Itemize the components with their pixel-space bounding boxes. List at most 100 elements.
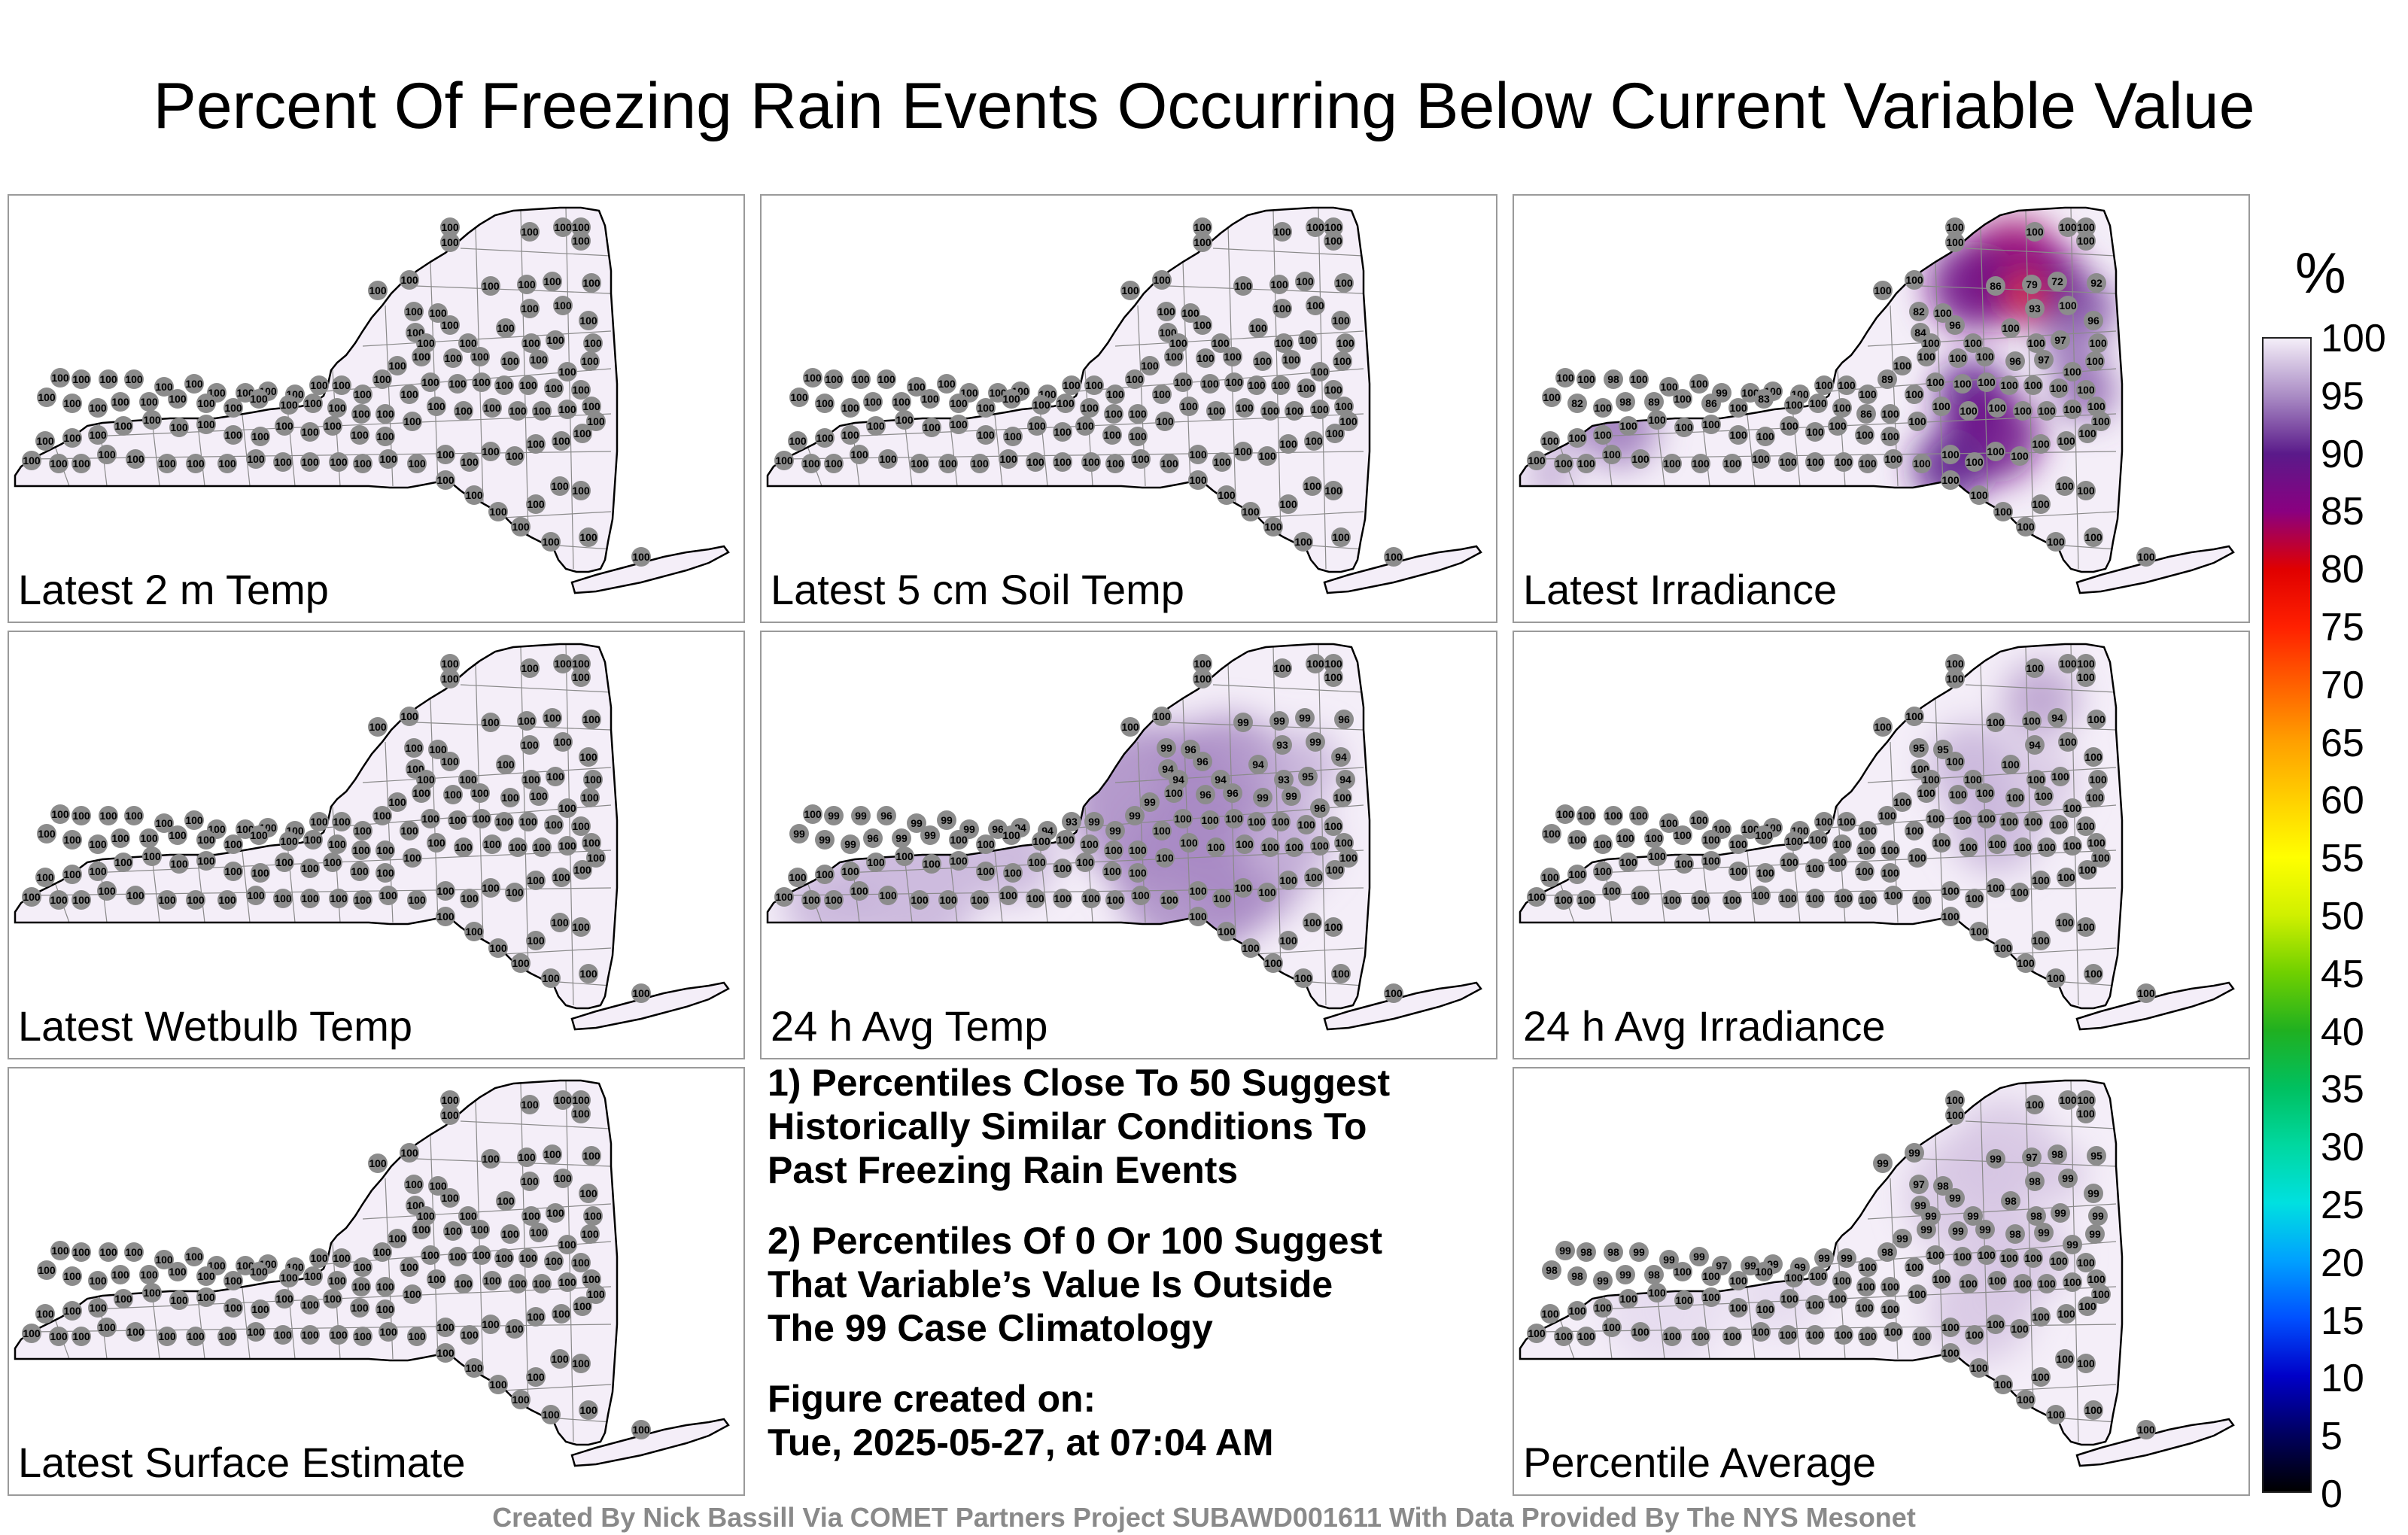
station-value: 100	[352, 408, 370, 420]
station-marker: 100	[251, 1299, 270, 1319]
station-value: 100	[2078, 1300, 2096, 1312]
station-value: 100	[850, 448, 868, 460]
station-marker: 100	[1102, 862, 1122, 881]
station-marker: 100	[2091, 412, 2111, 431]
station-marker: 100	[815, 428, 835, 448]
station-marker: 100	[2084, 747, 2103, 767]
station-value: 100	[1946, 236, 1964, 248]
station-marker: 100	[142, 1283, 162, 1302]
station-marker: 100	[1805, 1295, 1825, 1315]
long-island-outline	[570, 545, 730, 594]
station-marker: 100	[1805, 859, 1825, 878]
station-value: 100	[72, 1246, 90, 1258]
station-marker: 100	[579, 1400, 598, 1420]
station-marker: 100	[518, 375, 538, 395]
station-value: 100	[247, 1326, 265, 1338]
station-value: 100	[2077, 820, 2095, 832]
station-value: 100	[465, 1362, 483, 1374]
station-marker: 100	[223, 862, 243, 881]
station-value: 100	[1207, 841, 1225, 853]
station-value: 100	[530, 1226, 548, 1239]
station-value: 100	[1121, 284, 1139, 296]
station-marker: 100	[460, 452, 479, 472]
station-value: 98	[1937, 1180, 1949, 1192]
station-marker: 100	[440, 315, 460, 335]
station-value: 96	[1949, 319, 1961, 331]
station-marker: 100	[184, 374, 204, 394]
station-marker: 100	[1193, 233, 1212, 252]
station-value: 100	[551, 1353, 569, 1365]
station-marker: 100	[518, 1248, 538, 1268]
station-value: 100	[572, 671, 590, 683]
station-value: 100	[1859, 894, 1877, 906]
station-marker: 100	[2085, 351, 2105, 371]
station-value: 100	[1132, 889, 1150, 901]
station-marker: 100	[582, 397, 601, 416]
station-marker: 100	[372, 806, 392, 825]
station-marker: 99	[937, 810, 956, 830]
station-marker: 100	[2076, 380, 2096, 400]
station-marker: 100	[1310, 362, 1330, 381]
station-marker: 100	[1593, 398, 1613, 418]
station-marker: 96	[1334, 710, 1354, 729]
station-value: 100	[158, 1330, 176, 1342]
station-marker: 100	[309, 812, 329, 831]
station-value: 100	[1541, 435, 1559, 447]
station-value: 100	[1756, 430, 1774, 442]
station-marker: 86	[1701, 394, 1721, 413]
station-value: 100	[1528, 891, 1546, 903]
station-value: 93	[1066, 816, 1078, 828]
station-marker: 96	[863, 828, 883, 848]
station-marker: 100	[1756, 1299, 1775, 1319]
station-value: 100	[1279, 874, 1297, 886]
station-value: 100	[417, 1210, 435, 1222]
station-value: 100	[1299, 334, 1317, 346]
station-marker: 100	[71, 454, 91, 473]
station-marker: 100	[2037, 837, 2057, 857]
station-value: 100	[1218, 926, 1236, 938]
station-marker: 100	[400, 385, 419, 404]
station-marker: 100	[448, 374, 467, 394]
station-value: 99	[1914, 1199, 1926, 1211]
station-marker: 100	[1527, 451, 1546, 470]
station-marker: 100	[1837, 812, 1856, 831]
station-value: 100	[1165, 787, 1183, 799]
station-value: 100	[2017, 1394, 2035, 1406]
station-value: 100	[274, 1329, 292, 1341]
station-marker: 100	[2084, 527, 2103, 547]
station-value: 100	[1630, 373, 1648, 385]
station-value: 100	[403, 415, 421, 427]
station-marker: 100	[375, 863, 395, 883]
station-marker: 100	[88, 1271, 108, 1290]
station-marker: 100	[2025, 658, 2045, 678]
station-value: 99	[1877, 1157, 1889, 1169]
station-value: 100	[89, 838, 107, 850]
station-value: 96	[1338, 713, 1350, 725]
station-marker: 100	[400, 1143, 419, 1163]
station-marker: 100	[579, 747, 598, 767]
station-value: 100	[324, 856, 342, 868]
station-marker: 100	[436, 881, 455, 901]
colorbar-tick-label: 10	[2321, 1357, 2364, 1401]
station-marker: 100	[464, 922, 484, 941]
station-marker: 100	[1527, 887, 1546, 907]
station-value: 100	[867, 856, 885, 868]
station-marker: 99	[824, 806, 844, 825]
station-marker: 100	[1075, 853, 1095, 872]
station-value: 100	[373, 810, 391, 822]
station-marker: 100	[126, 449, 145, 469]
station-marker: 100	[62, 1266, 82, 1286]
station-marker: 100	[544, 1251, 564, 1271]
station-value: 100	[63, 868, 81, 880]
station-marker: 100	[571, 1354, 591, 1373]
station-value: 100	[1577, 894, 1595, 906]
station-value: 100	[1335, 277, 1353, 289]
station-marker: 100	[1233, 878, 1253, 898]
station-value: 100	[1303, 916, 1321, 929]
station-value: 100	[1026, 456, 1044, 468]
station-marker: 100	[329, 889, 348, 908]
station-value: 100	[572, 384, 590, 396]
station-value: 100	[461, 456, 479, 468]
station-value: 100	[572, 1257, 590, 1269]
station-marker: 100	[126, 1322, 145, 1342]
